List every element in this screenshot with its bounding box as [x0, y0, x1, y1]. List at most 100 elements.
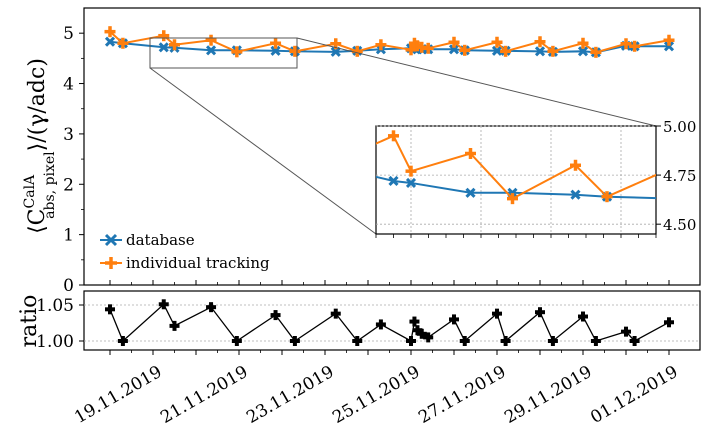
data-point-individual: [375, 39, 387, 51]
x-tick-label: 23.11.2019: [243, 362, 337, 428]
ratio-data-point: [169, 320, 180, 331]
x-tick-label: 29.11.2019: [501, 362, 595, 428]
data-point-individual: [448, 36, 460, 48]
ratio-data-point: [231, 336, 242, 346]
inset-y-tick-label: 4.50: [663, 216, 696, 234]
ratio-data-point: [664, 317, 674, 328]
ratio-data-point: [590, 336, 601, 346]
data-point-database: [270, 45, 281, 56]
ratio-data-point: [270, 310, 281, 321]
ratio-data-point: [459, 336, 470, 346]
zoom-connector: [149, 67, 377, 235]
data-point-individual: [459, 44, 471, 56]
inset-plot: 4.50 4.75 5.00: [301, 115, 714, 238]
data-point-individual: [547, 45, 559, 57]
x-tick-label: 25.11.2019: [329, 362, 423, 428]
main-panel: 0 1 2 3 4 5 ⟨CCalA abs, pixel⟩/(γ/adc) 4.50 4.7…: [22, 7, 714, 296]
inset-data-point-database: [465, 187, 476, 198]
ratio-y-ticks: 1.00 1.05: [36, 296, 84, 352]
data-point-individual: [620, 38, 632, 50]
ratio-data-point: [375, 319, 386, 330]
data-point-database: [104, 36, 116, 47]
ratio-data-point: [449, 314, 459, 325]
ratio-data-point: [158, 299, 169, 310]
ratio-data-point: [621, 326, 631, 337]
main-y-tick-label: 3: [63, 125, 74, 145]
data-point-individual: [231, 46, 243, 58]
ratio-data-point: [352, 336, 363, 346]
data-point-individual: [534, 36, 546, 48]
inset-data-point-individual: [465, 147, 476, 159]
legend-label-individual: individual tracking: [126, 254, 270, 272]
inset-frame: [375, 125, 657, 235]
data-point-individual: [500, 45, 512, 57]
inset-data-point-individual: [601, 191, 613, 203]
data-point-individual: [422, 42, 434, 54]
data-point-database: [205, 45, 217, 56]
x-tick-label: 27.11.2019: [415, 362, 509, 428]
data-point-database: [577, 46, 589, 57]
data-point-database: [534, 46, 546, 57]
main-y-tick-label: 4: [63, 75, 74, 95]
legend: database individual tracking: [100, 231, 270, 272]
ylabel-suffix: ⟩/(γ/adc): [25, 58, 50, 151]
data-point-database: [158, 42, 169, 53]
data-point-database: [448, 44, 460, 55]
inset-data-point-individual: [405, 165, 417, 177]
inset-series-line: [376, 175, 656, 200]
main-y-tick-label: 0: [63, 276, 74, 296]
ylabel-prefix: ⟨C: [25, 208, 50, 233]
ratio-data-point: [289, 336, 300, 346]
data-point-individual: [590, 46, 602, 58]
data-point-database: [491, 45, 503, 56]
inset-data-point-individual: [703, 191, 714, 202]
ratio-y-tick-label: 1.05: [36, 296, 74, 316]
ratio-y-axis-label: ratio: [17, 295, 42, 348]
inset-data-point-individual: [570, 159, 581, 171]
main-y-axis-label: ⟨CCalA abs, pixel⟩/(γ/adc): [22, 58, 58, 234]
inset-series: [301, 115, 714, 205]
ratio-data-point: [409, 316, 420, 327]
ratio-series-line: [109, 303, 670, 343]
inset-data-point-individual: [322, 160, 333, 171]
data-point-individual: [169, 39, 180, 51]
inset-series-line: [376, 134, 656, 200]
ratio-data-point: [105, 304, 115, 315]
data-point-individual: [351, 45, 363, 57]
ratio-data-point: [423, 332, 434, 343]
data-point-individual: [491, 36, 503, 48]
main-y-tick-label: 5: [63, 24, 74, 44]
data-point-individual: [663, 34, 675, 46]
inset-data-point-database: [388, 175, 399, 187]
inset-data-point-individual: [301, 115, 312, 126]
main-series: [104, 26, 675, 58]
ratio-y-tick-label: 1.00: [36, 332, 74, 352]
data-point-individual: [270, 37, 282, 49]
x-tick-label: 01.12.2019: [587, 362, 681, 428]
legend-marker-database: [104, 233, 118, 247]
ratio-data-point: [629, 336, 640, 346]
inset-data-point-individual: [388, 130, 399, 142]
main-y-ticks: 0 1 2 3 4 5: [63, 24, 84, 296]
ratio-series: [105, 299, 674, 346]
inset-y-tick-label: 5.00: [663, 118, 696, 136]
data-point-database: [330, 46, 341, 57]
data-point-individual: [405, 44, 417, 56]
data-point-individual: [158, 30, 170, 42]
ratio-plot-frame: [83, 290, 701, 351]
ratio-data-point: [117, 336, 128, 346]
inset-data-point-database: [670, 195, 678, 203]
ratio-data-point: [330, 308, 341, 319]
ylabel-superscript: CalA: [22, 174, 38, 209]
ratio-data-point: [406, 336, 416, 346]
data-point-individual: [205, 34, 217, 46]
inset-data-point-database: [705, 191, 713, 199]
data-point-individual: [577, 37, 589, 49]
x-tick-label: 19.11.2019: [71, 362, 165, 428]
x-tick-label: 21.11.2019: [157, 362, 251, 428]
legend-label-database: database: [126, 231, 195, 249]
inset-data-point-database: [323, 161, 331, 169]
main-plot-frame: [83, 7, 701, 286]
inset-data-point-database: [570, 189, 581, 200]
